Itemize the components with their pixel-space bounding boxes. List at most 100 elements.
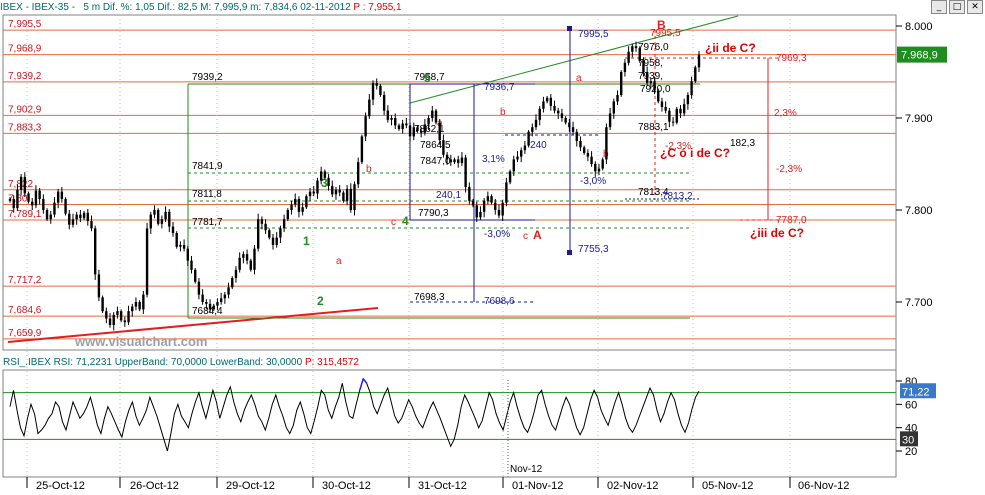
wave-label: b [366,164,372,175]
price-level-label: 7,995,5 [8,19,42,30]
candle-body [301,207,304,212]
candle-body [412,127,415,137]
candle-body [268,230,271,238]
candle-body [605,127,608,160]
minimize-button[interactable]: _ [931,0,947,14]
candle-body [449,159,453,163]
candle-body [331,186,334,195]
candle-body [408,125,412,137]
candle-body [212,305,215,310]
candle-body [586,152,590,157]
candle-body [675,108,678,123]
title-dif2-label: Dif.: [157,2,176,13]
candle-body [590,156,593,164]
price-level-label: 7,968,9 [8,44,42,55]
annotation-label: 7781,7 [192,217,223,228]
annotation-label: 7790,3 [418,208,449,219]
title-min-value: 7,834,6 [264,2,298,13]
wave-label: A [533,228,542,242]
annotation-label: 7969,3 [776,53,807,64]
candle-body [194,269,197,282]
annotation-label: 3,1% [482,154,505,165]
rsi-y-tick-label: 60 [905,399,917,411]
rsi-title: RSI_.IBEX RSI: 71,2231 UpperBand: 70,000… [3,357,359,368]
candle-body [227,287,230,295]
candle-body [338,189,341,193]
annotation-label: 7755,3 [578,244,609,255]
rsi-p-value: 315,4572 [317,357,359,368]
candle-body [457,159,460,164]
annotation-label: 182,3 [730,138,755,149]
rsi-value-box [900,383,936,399]
wave-label: 2 [317,294,324,308]
candle-body [342,192,345,201]
candle-body [364,116,367,137]
candle-body [27,193,30,202]
candle-body [620,72,623,95]
candle-body [642,60,645,72]
candle-body [353,184,356,210]
candle-body [664,106,667,111]
price-level-label: 7,789,1 [8,209,42,220]
window-controls: _ □ ✕ [931,0,983,14]
close-button[interactable]: ✕ [967,0,983,14]
candle-body [549,97,553,107]
maximize-button[interactable]: □ [949,0,965,14]
wave-label: a [336,256,342,267]
price-levels: 7,995,57,968,97,939,27,902,97,883,37,822… [3,19,896,340]
rsi-band-box-label: 30 [902,434,914,446]
candle-body [375,83,378,86]
rsi-line [9,377,700,452]
annotation-label: 7847,0 [420,156,451,167]
candle-body [282,219,286,229]
candle-body [327,177,330,187]
candle-body [623,62,627,72]
annotation-label: 2,3% [774,108,797,119]
candle-body [464,157,467,187]
candle-body [249,260,252,270]
candle-body [479,211,482,218]
candle-body [608,113,612,128]
annotation-label: 7936,7 [484,82,515,93]
resistance-trendline [409,15,739,104]
price-level-label: 7,902,9 [8,104,42,115]
candle-body [660,101,664,107]
title-pct-label: %: [120,2,133,13]
annotation-label: 7995,5 [578,29,609,40]
title-date: 02-11-2012 [300,2,351,13]
candle-body [571,127,575,132]
candle-body [290,204,293,210]
candle-body [179,244,182,247]
rsi-upper-label: UpperBand: [114,357,169,368]
candle-body [197,281,201,295]
price-level-label: 7,883,3 [8,122,42,133]
annotation-label: 7864,5 [420,140,451,151]
title-pct-value: 1,05 [135,2,155,13]
candle-body [382,95,386,111]
candle-body [631,46,634,52]
rsi-band-box [900,431,918,447]
candle-body [394,118,397,126]
analysis-overlay: 7939,27841,97811,87781,77684,47958,77862… [7,15,807,343]
rsi-lower-value: 30,0000 [266,357,303,368]
candle-body [79,214,82,219]
candle-body [390,118,393,120]
title-last-label: P : [353,2,366,13]
candle-body [205,302,208,304]
candle-body [131,306,134,312]
candle-body [323,171,327,178]
x-tick-label: 02-Nov-12 [607,480,658,492]
candle-body [82,212,86,219]
candle-body [316,180,319,194]
rsi-value: 71,2231 [75,357,112,368]
price-level-label: 7,939,2 [8,71,42,82]
annotation-label: 7698,3 [414,292,445,303]
candle-body [216,302,219,306]
annotation-label: -2,3% [665,141,691,152]
candle-body [8,198,12,201]
candle-body [523,145,527,151]
annotation-label: 7813,2 [662,191,693,202]
candle-body [545,97,549,102]
